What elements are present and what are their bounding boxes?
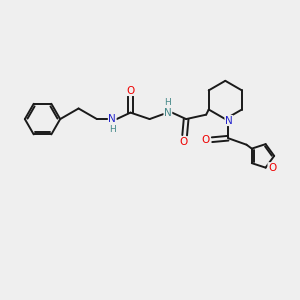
Text: H: H — [109, 125, 116, 134]
Text: O: O — [268, 163, 276, 173]
Text: O: O — [179, 137, 187, 147]
Text: N: N — [108, 114, 116, 124]
Text: O: O — [201, 135, 210, 145]
Text: O: O — [126, 85, 135, 95]
Text: N: N — [164, 108, 172, 118]
Text: H: H — [164, 98, 171, 107]
Text: N: N — [225, 116, 233, 126]
